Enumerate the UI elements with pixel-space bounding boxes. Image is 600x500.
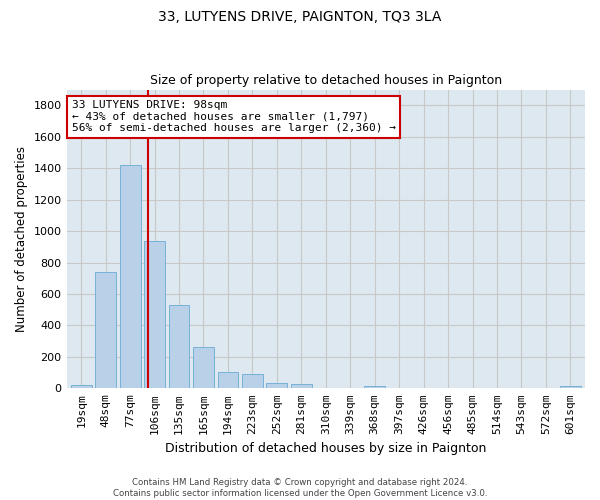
Bar bbox=[266, 383, 287, 388]
Title: Size of property relative to detached houses in Paignton: Size of property relative to detached ho… bbox=[150, 74, 502, 87]
Bar bbox=[218, 372, 238, 388]
Bar bbox=[364, 386, 385, 388]
Bar bbox=[71, 385, 92, 388]
Text: 33 LUTYENS DRIVE: 98sqm
← 43% of detached houses are smaller (1,797)
56% of semi: 33 LUTYENS DRIVE: 98sqm ← 43% of detache… bbox=[72, 100, 396, 133]
Text: Contains HM Land Registry data © Crown copyright and database right 2024.
Contai: Contains HM Land Registry data © Crown c… bbox=[113, 478, 487, 498]
Bar bbox=[560, 386, 581, 388]
Bar bbox=[144, 242, 165, 388]
Y-axis label: Number of detached properties: Number of detached properties bbox=[15, 146, 28, 332]
Bar bbox=[193, 346, 214, 389]
Bar bbox=[291, 384, 312, 388]
X-axis label: Distribution of detached houses by size in Paignton: Distribution of detached houses by size … bbox=[165, 442, 487, 455]
Bar bbox=[95, 272, 116, 388]
Text: 33, LUTYENS DRIVE, PAIGNTON, TQ3 3LA: 33, LUTYENS DRIVE, PAIGNTON, TQ3 3LA bbox=[158, 10, 442, 24]
Bar bbox=[242, 374, 263, 388]
Bar bbox=[120, 165, 140, 388]
Bar bbox=[169, 305, 190, 388]
